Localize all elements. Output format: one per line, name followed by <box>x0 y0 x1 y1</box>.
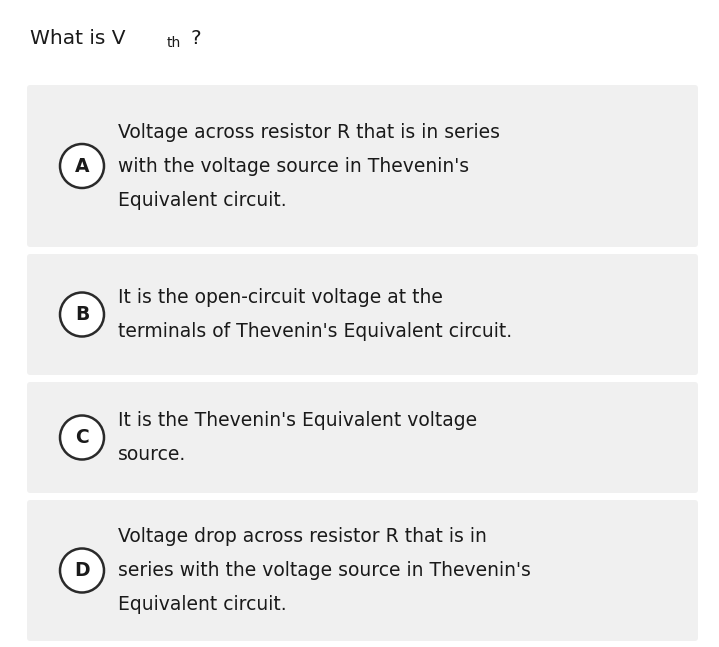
FancyBboxPatch shape <box>27 85 698 247</box>
Text: D: D <box>74 561 90 580</box>
Text: Voltage across resistor R that is in series: Voltage across resistor R that is in ser… <box>118 122 500 142</box>
Text: It is the open-circuit voltage at the: It is the open-circuit voltage at the <box>118 288 443 307</box>
FancyBboxPatch shape <box>27 500 698 641</box>
Text: Voltage drop across resistor R that is in: Voltage drop across resistor R that is i… <box>118 527 487 546</box>
Text: Equivalent circuit.: Equivalent circuit. <box>118 190 287 210</box>
Circle shape <box>60 549 104 593</box>
FancyBboxPatch shape <box>27 254 698 375</box>
Text: series with the voltage source in Thevenin's: series with the voltage source in Theven… <box>118 561 531 580</box>
Text: What is V: What is V <box>30 28 126 47</box>
Text: C: C <box>75 428 89 447</box>
FancyBboxPatch shape <box>27 382 698 493</box>
Text: It is the Thevenin's Equivalent voltage: It is the Thevenin's Equivalent voltage <box>118 411 477 430</box>
Text: terminals of Thevenin's Equivalent circuit.: terminals of Thevenin's Equivalent circu… <box>118 322 512 341</box>
Text: th: th <box>167 36 181 50</box>
Circle shape <box>60 415 104 459</box>
Text: with the voltage source in Thevenin's: with the voltage source in Thevenin's <box>118 157 469 175</box>
Text: source.: source. <box>118 445 186 464</box>
Text: Equivalent circuit.: Equivalent circuit. <box>118 595 287 614</box>
Circle shape <box>60 144 104 188</box>
Text: A: A <box>75 157 89 175</box>
Circle shape <box>60 292 104 336</box>
Text: B: B <box>75 305 89 324</box>
Text: ?: ? <box>190 28 201 47</box>
